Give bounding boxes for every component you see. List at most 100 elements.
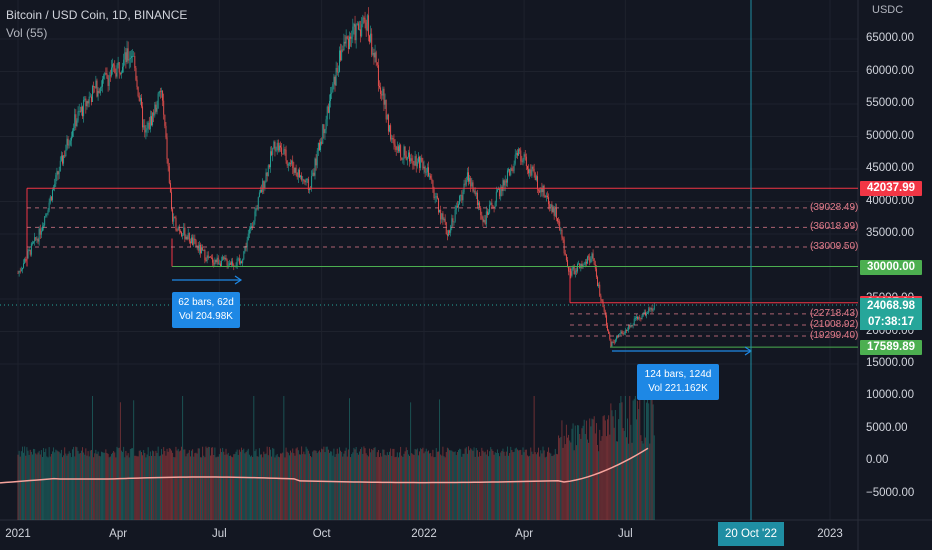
candle-body [201, 247, 202, 254]
candle-body [136, 79, 138, 87]
volume-bar [120, 450, 122, 520]
volume-bar [615, 441, 617, 520]
volume-bar [427, 450, 429, 520]
volume-bar [52, 451, 53, 520]
volume-bar [109, 456, 111, 520]
volume-bar [142, 455, 144, 520]
volume-bar [203, 455, 205, 520]
volume-indicator-label[interactable]: Vol (55) [6, 26, 48, 40]
candle-body [508, 169, 509, 171]
volume-bar [34, 449, 36, 520]
volume-bar [189, 456, 191, 520]
candle-body [396, 146, 398, 150]
volume-bar [569, 440, 571, 520]
volume-bar [281, 453, 283, 520]
candle-body [153, 112, 155, 116]
candle-body [162, 90, 164, 101]
candle-body [639, 317, 641, 318]
measure-box-1[interactable]: 62 bars, 62d Vol 204.98K [172, 292, 240, 328]
volume-bar [192, 449, 194, 520]
volume-bar [98, 455, 100, 520]
candle-body [357, 23, 359, 30]
volume-bar [383, 449, 385, 520]
candle-body [47, 210, 49, 214]
candle-body [376, 62, 378, 66]
symbol-title[interactable]: Bitcoin / USD Coin, 1D, BINANCE [6, 8, 188, 22]
candle-body [542, 185, 544, 193]
candle-body [382, 88, 384, 96]
candle-body [599, 284, 601, 296]
volume-bar [293, 453, 295, 520]
candle-body [199, 244, 201, 254]
volume-bar [359, 451, 360, 520]
candle-body [374, 52, 376, 58]
candle-body [492, 205, 494, 207]
candle-body [294, 167, 296, 173]
volume-bar [401, 455, 403, 520]
volume-bar [202, 446, 204, 520]
measure-box-2[interactable]: 124 bars, 124d Vol 221.162K [637, 364, 719, 400]
volume-bar [37, 452, 39, 520]
candle-body [461, 195, 463, 201]
volume-bar [115, 457, 117, 520]
candle-body [85, 98, 87, 107]
candle-body [322, 124, 324, 144]
candle-body [442, 213, 444, 220]
volume-bar [307, 450, 309, 520]
volume-bar [521, 454, 523, 520]
candle-body [439, 209, 441, 213]
volume-bar [90, 449, 92, 520]
candle-body [222, 256, 224, 261]
volume-bar [237, 454, 239, 520]
candle-body [367, 15, 369, 36]
volume-bar [416, 448, 418, 520]
volume-bar [284, 457, 286, 520]
candle-body [365, 22, 367, 31]
volume-bar [638, 409, 640, 520]
volume-bar [247, 448, 249, 520]
candle-body [513, 163, 515, 171]
volume-bar [538, 447, 540, 520]
volume-bar [204, 457, 206, 520]
candle-body [610, 338, 612, 347]
volume-bar [221, 452, 223, 520]
time-axis-label: 2022 [411, 528, 437, 540]
volume-bar [353, 447, 355, 520]
candle-body [161, 90, 162, 92]
volume-bar [557, 454, 558, 520]
volume-bar [639, 396, 641, 520]
candle-body [131, 56, 132, 58]
volume-bar [523, 452, 525, 520]
candle-body [584, 261, 586, 265]
volume-bar [355, 446, 357, 520]
candle-body [420, 157, 422, 168]
candle-body [285, 149, 287, 161]
volume-bar [466, 453, 468, 520]
volume-bar [426, 451, 428, 520]
candle-body [318, 142, 320, 151]
candle-body [405, 155, 407, 160]
candle-body [62, 155, 63, 164]
volume-bar [28, 454, 30, 520]
volume-bar [172, 452, 174, 520]
current-price-value: 24068.98 [867, 300, 915, 312]
candle-body [137, 86, 139, 97]
volume-bar [403, 453, 405, 520]
candle-body [191, 237, 192, 244]
candle-body [605, 315, 607, 326]
volume-bar [528, 456, 530, 520]
candle-body [106, 73, 108, 79]
candle-body [558, 221, 560, 223]
candle-body [562, 237, 564, 240]
candle-body [164, 114, 166, 126]
candle-body [272, 148, 274, 155]
volume-bar [510, 446, 512, 520]
volume-bar [50, 454, 52, 520]
volume-bar [341, 451, 343, 520]
volume-bar [219, 448, 221, 520]
candle-body [401, 157, 403, 160]
volume-bar [58, 451, 60, 520]
volume-bar [344, 450, 346, 520]
